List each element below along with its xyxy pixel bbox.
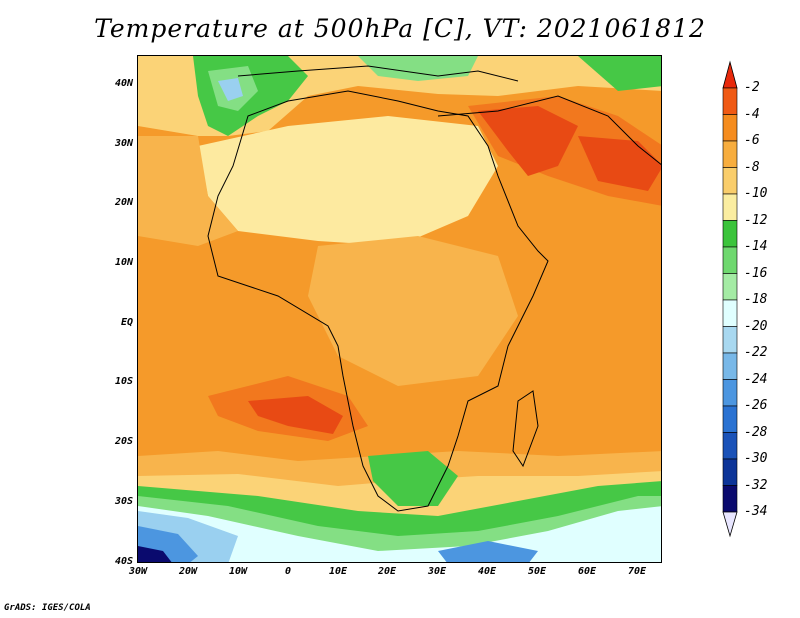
- lat-label: 10S: [114, 376, 133, 387]
- colorbar-tick-label: -12: [744, 212, 768, 228]
- colorbar-tick-label: -14: [744, 239, 768, 254]
- colorbar-segment: [722, 326, 738, 354]
- lon-label: 30W: [128, 566, 148, 577]
- colorbar-segment: [722, 246, 738, 274]
- field-sahara-pale: [198, 116, 498, 246]
- lon-label: 20E: [377, 566, 397, 577]
- field-southatl-hot: [248, 396, 343, 434]
- field-s-blue: [438, 541, 538, 562]
- colorbar-tick-label: -16: [744, 265, 768, 281]
- lat-label: 30S: [114, 496, 133, 507]
- colorbar-tick-label: -22: [744, 345, 768, 360]
- africa-outline: [207, 90, 549, 512]
- colorbar-tick-label: -26: [744, 398, 768, 413]
- colorbar-segment: [722, 114, 738, 142]
- lon-label: 10E: [328, 566, 348, 577]
- lat-label: 10N: [114, 257, 133, 268]
- lon-label: 70E: [627, 566, 647, 577]
- colorbar-tick-label: -24: [744, 371, 768, 387]
- colorbar-tick-label: -28: [744, 424, 768, 440]
- lon-label: 60E: [577, 566, 597, 577]
- colorbar-tick-label: -4: [744, 106, 760, 122]
- colorbar-tick-label: -6: [744, 133, 760, 148]
- colorbar-segment: [722, 379, 738, 407]
- colorbar-tick-label: -20: [744, 318, 768, 334]
- temperature-map: [137, 55, 662, 563]
- colorbar-tick-label: -18: [744, 292, 768, 307]
- colorbar-tick-label: -8: [744, 159, 760, 175]
- arabia-outline: [437, 95, 661, 166]
- lon-label: 40E: [477, 566, 497, 577]
- colorbar-tick-label: -10: [744, 186, 768, 201]
- colorbar-tick-label: -32: [744, 477, 768, 493]
- colorbar: [722, 60, 738, 538]
- lat-label: 40N: [114, 78, 133, 89]
- field-arabia-hot: [478, 106, 578, 176]
- colorbar-segment: [722, 140, 738, 168]
- colorbar-segment: [722, 167, 738, 195]
- colorbar-segment: [722, 299, 738, 327]
- lat-label: 20S: [114, 436, 133, 447]
- colorbar-segment: [722, 405, 738, 433]
- field-sw-navy: [138, 546, 172, 562]
- colorbar-segment: [722, 193, 738, 221]
- lat-label: EQ: [120, 317, 133, 328]
- lat-label: 40S: [114, 556, 133, 567]
- colorbar-segment: [722, 352, 738, 380]
- europe-outline: [237, 65, 519, 82]
- madagascar-outline: [512, 390, 539, 468]
- lon-label: 50E: [527, 566, 547, 577]
- lat-label: 20N: [114, 197, 133, 208]
- field-south-cyan: [138, 506, 661, 562]
- colorbar-tick-label: -2: [744, 80, 760, 95]
- colorbar-segment: [722, 87, 738, 115]
- lon-label: 20W: [178, 566, 198, 577]
- field-central-lightorange: [308, 236, 518, 386]
- colorbar-tick-label: -34: [744, 504, 768, 519]
- colorbar-segment: [722, 273, 738, 301]
- colorbar-top-arrow: [722, 60, 738, 89]
- colorbar-bottom-arrow: [722, 511, 738, 538]
- credit-text: GrADS: IGES/COLA: [4, 603, 91, 613]
- field-safrica-green: [368, 451, 458, 506]
- colorbar-segment: [722, 432, 738, 460]
- colorbar-segment: [722, 220, 738, 248]
- colorbar-segment: [722, 458, 738, 486]
- colorbar-segment: [722, 485, 738, 513]
- lon-label: 0: [284, 566, 292, 577]
- colorbar-tick-label: -30: [744, 451, 768, 466]
- map-field-svg: [138, 56, 661, 562]
- lon-label: 30E: [427, 566, 447, 577]
- field-ne-green: [578, 56, 661, 91]
- lat-label: 30N: [114, 138, 133, 149]
- field-gulf-hot: [578, 136, 661, 191]
- chart-title: Temperature at 500hPa [C], VT: 202106181…: [94, 14, 706, 43]
- lon-label: 10W: [228, 566, 248, 577]
- field-atlantic-lightorange: [138, 136, 238, 246]
- field-iberia-blue: [218, 78, 243, 101]
